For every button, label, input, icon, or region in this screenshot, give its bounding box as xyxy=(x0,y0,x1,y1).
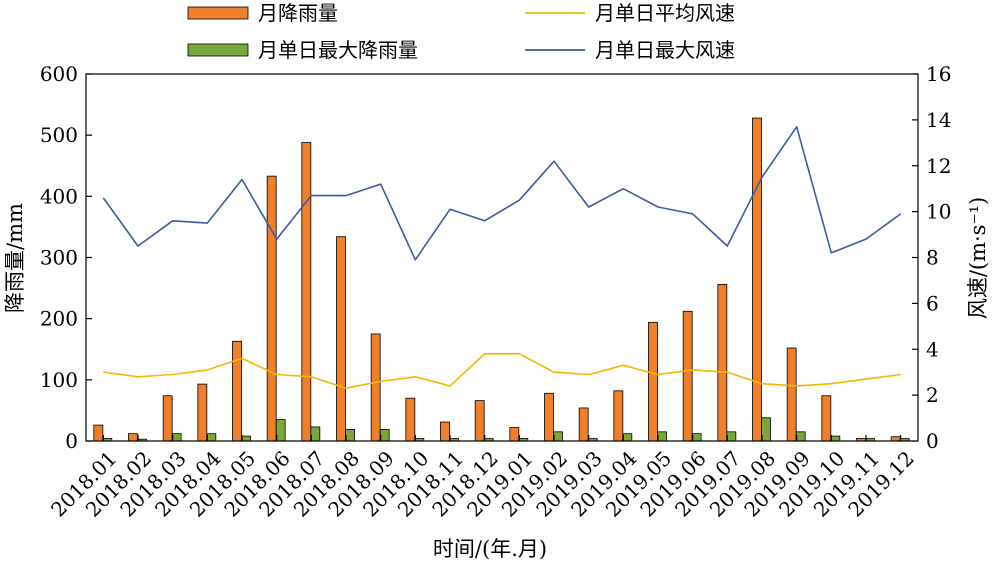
y-right-tick-label: 2 xyxy=(926,383,939,407)
bar-max-daily-rainfall xyxy=(345,428,355,442)
bar-monthly-rainfall xyxy=(786,347,797,442)
y-right-tick-label: 12 xyxy=(926,154,951,178)
bar-monthly-rainfall xyxy=(370,333,381,442)
x-axis-title: 时间/(年.月) xyxy=(433,537,547,561)
y-right-tick-label: 16 xyxy=(926,62,951,86)
y-right-tick-label: 8 xyxy=(926,246,939,270)
legend-label: 月降雨量 xyxy=(258,1,338,25)
ticks-layer: 010020030040050060002468101214162018.012… xyxy=(40,62,952,522)
bar-monthly-rainfall xyxy=(474,400,485,442)
bar-monthly-rainfall xyxy=(648,321,658,442)
bar-monthly-rainfall xyxy=(613,390,624,442)
bar-monthly-rainfall xyxy=(821,395,832,442)
y-right-tick-label: 10 xyxy=(926,200,951,224)
bar-monthly-rainfall xyxy=(162,395,173,442)
y-left-tick-label: 400 xyxy=(40,184,78,208)
bar-max-daily-rainfall xyxy=(275,419,286,442)
bar-max-daily-rainfall xyxy=(761,417,771,442)
legend-swatch-bar xyxy=(187,6,249,20)
y-left-tick-label: 100 xyxy=(40,368,78,392)
bar-monthly-rainfall xyxy=(440,421,450,442)
bar-monthly-rainfall xyxy=(509,427,520,442)
y-axis-left-title: 降雨量/mm xyxy=(3,203,27,313)
y-left-tick-label: 0 xyxy=(65,429,78,453)
y-right-tick-label: 14 xyxy=(926,108,951,132)
bar-max-daily-rainfall xyxy=(379,428,390,442)
bar-monthly-rainfall xyxy=(544,392,554,442)
y-left-tick-label: 300 xyxy=(40,246,78,270)
y-left-tick-label: 200 xyxy=(40,307,78,331)
bars-layer xyxy=(93,117,910,442)
line-max-wind-speed xyxy=(102,126,902,261)
legend-label: 月单日最大降雨量 xyxy=(258,38,418,62)
bar-monthly-rainfall xyxy=(890,436,901,442)
lines-layer xyxy=(102,126,902,390)
bar-max-daily-rainfall xyxy=(691,433,702,442)
bar-max-daily-rainfall xyxy=(206,433,217,442)
bar-max-daily-rainfall xyxy=(241,435,251,442)
bar-monthly-rainfall xyxy=(405,397,416,442)
y-axis-right-title: 风速/(m·s⁻¹) xyxy=(966,197,990,319)
bar-max-daily-rainfall xyxy=(830,435,841,442)
bar-monthly-rainfall xyxy=(128,433,138,442)
y-right-tick-label: 4 xyxy=(926,337,939,361)
bar-monthly-rainfall xyxy=(682,310,693,442)
y-left-tick-label: 600 xyxy=(40,62,78,86)
bar-monthly-rainfall xyxy=(578,407,589,442)
bar-monthly-rainfall xyxy=(93,424,104,442)
bar-monthly-rainfall xyxy=(266,175,277,442)
y-right-tick-label: 6 xyxy=(926,291,939,315)
bar-monthly-rainfall xyxy=(336,236,346,442)
bar-max-daily-rainfall xyxy=(726,431,737,442)
bar-max-daily-rainfall xyxy=(795,431,806,442)
bar-max-daily-rainfall xyxy=(310,426,321,442)
line-avg-wind-speed xyxy=(103,352,901,390)
y-right-tick-label: 0 xyxy=(926,429,939,453)
bar-monthly-rainfall xyxy=(301,142,312,442)
legend-swatch-bar xyxy=(187,43,249,57)
bar-max-daily-rainfall xyxy=(171,433,182,442)
bar-monthly-rainfall xyxy=(197,383,208,442)
bar-max-daily-rainfall xyxy=(553,431,563,442)
bar-max-daily-rainfall xyxy=(622,433,633,442)
bar-monthly-rainfall xyxy=(232,340,242,442)
y-left-tick-label: 500 xyxy=(40,123,78,147)
legend-label: 月单日最大风速 xyxy=(595,38,735,62)
legend-label: 月单日平均风速 xyxy=(595,1,735,25)
bar-monthly-rainfall xyxy=(717,284,728,442)
bar-max-daily-rainfall xyxy=(657,431,667,442)
bar-monthly-rainfall xyxy=(752,117,762,442)
